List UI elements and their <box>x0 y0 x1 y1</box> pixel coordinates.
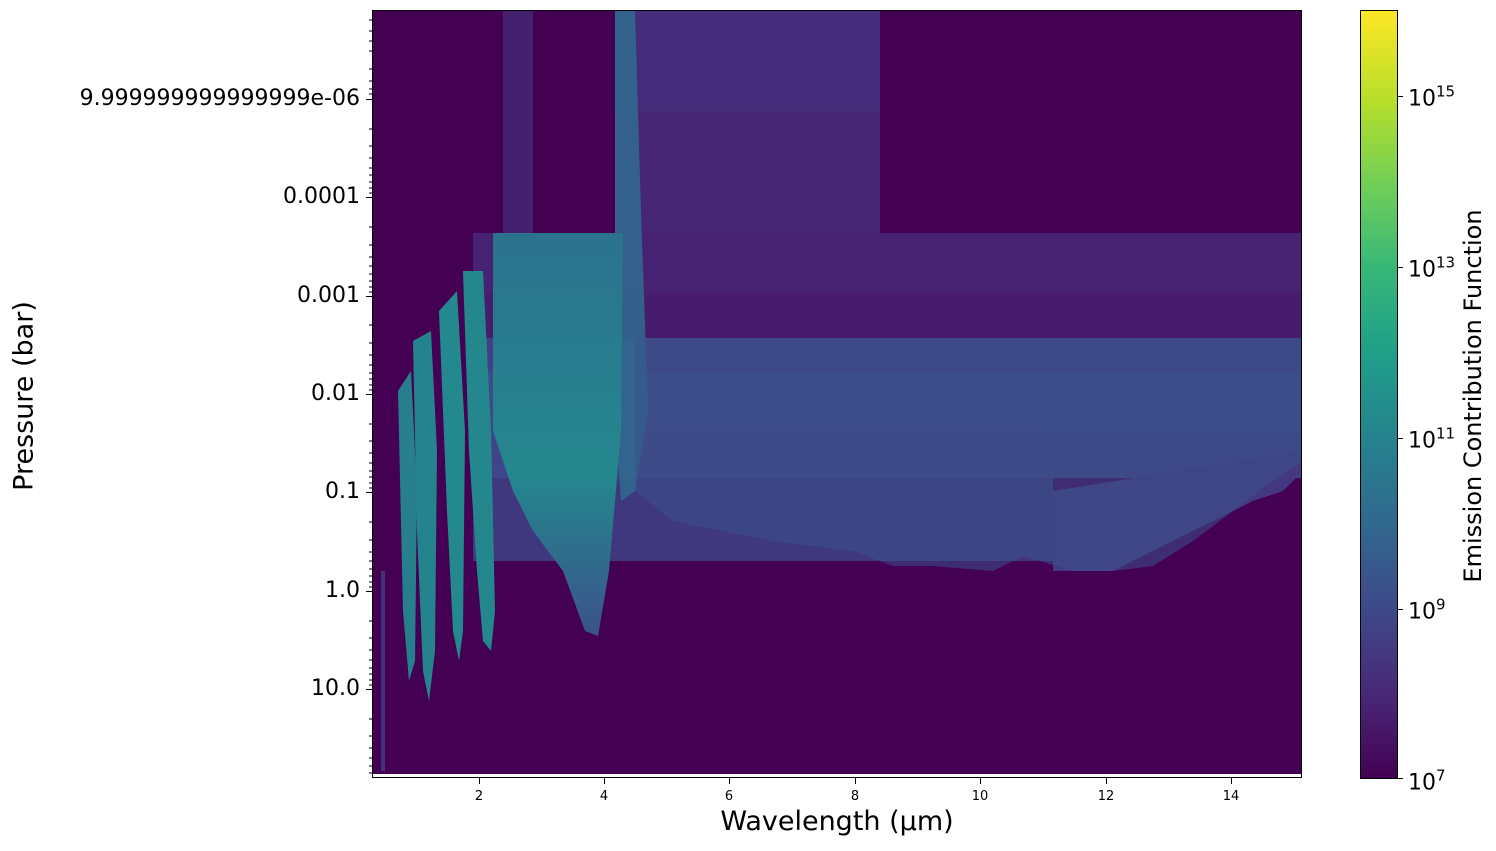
cbtick-base: 10 <box>1408 257 1436 283</box>
cbtick-label-1e13: 1013 <box>1408 254 1455 283</box>
ytick-1e-1 <box>366 492 372 493</box>
xtick-14 <box>1231 778 1232 784</box>
ytick-label-1e-5: 9.999999999999999e-06 <box>79 86 360 111</box>
y-minor-ticks <box>369 19 372 774</box>
cbtick-1e9 <box>1398 609 1403 610</box>
cbtick-exp: 9 <box>1436 595 1446 614</box>
ytick-1e1 <box>366 689 372 690</box>
xtick-2 <box>479 778 480 784</box>
x-axis-label: Wavelength (μm) <box>720 806 954 837</box>
ytick-label-1e-3: 0.001 <box>297 283 360 308</box>
cbtick-1e15 <box>1398 96 1403 97</box>
ytick-1e-5 <box>366 99 372 100</box>
ytick-1e0 <box>366 591 372 592</box>
cbtick-label-1e15: 1015 <box>1408 83 1455 112</box>
xtick-8 <box>855 778 856 784</box>
cbtick-exp: 13 <box>1436 253 1456 272</box>
cbtick-label-1e7: 107 <box>1408 767 1446 796</box>
cbtick-1e11 <box>1398 438 1403 439</box>
xtick-12 <box>1106 778 1107 784</box>
xtick-label-10: 10 <box>971 789 989 804</box>
colorbar <box>1360 10 1398 779</box>
ytick-label-1e0: 1.0 <box>325 578 360 603</box>
ytick-label-1e-4: 0.0001 <box>283 184 360 209</box>
ytick-1e-2 <box>366 394 372 395</box>
xtick-label-14: 14 <box>1222 789 1240 804</box>
heatmap-image <box>373 11 1301 777</box>
cbtick-1e13 <box>1398 267 1403 268</box>
ytick-label-1e-2: 0.01 <box>311 381 360 406</box>
xtick-label-2: 2 <box>474 789 484 804</box>
colorbar-label: Emission Contribution Function <box>1459 209 1487 583</box>
ytick-1e-4 <box>366 197 372 198</box>
cbtick-label-1e11: 1011 <box>1408 425 1455 454</box>
xtick-label-12: 12 <box>1097 789 1115 804</box>
xtick-label-4: 4 <box>599 789 609 804</box>
xtick-label-8: 8 <box>850 789 860 804</box>
y-axis-label: Pressure (bar) <box>8 301 40 491</box>
cbtick-base: 10 <box>1408 599 1436 625</box>
cbtick-1e7 <box>1398 778 1403 779</box>
cbtick-exp: 11 <box>1436 424 1456 443</box>
ytick-label-1e-1: 0.1 <box>325 479 360 504</box>
cbtick-exp: 7 <box>1436 766 1446 785</box>
cbtick-base: 10 <box>1408 86 1436 112</box>
xtick-6 <box>729 778 730 784</box>
cbtick-exp: 15 <box>1436 82 1456 101</box>
xtick-4 <box>604 778 605 784</box>
ytick-1e-3 <box>366 296 372 297</box>
cbtick-base: 10 <box>1408 428 1436 454</box>
xtick-10 <box>980 778 981 784</box>
cbtick-label-1e9: 109 <box>1408 596 1446 625</box>
xtick-label-6: 6 <box>724 789 734 804</box>
ytick-label-1e1: 10.0 <box>311 676 360 701</box>
heatmap-plot-area <box>372 10 1302 778</box>
cbtick-base: 10 <box>1408 770 1436 796</box>
